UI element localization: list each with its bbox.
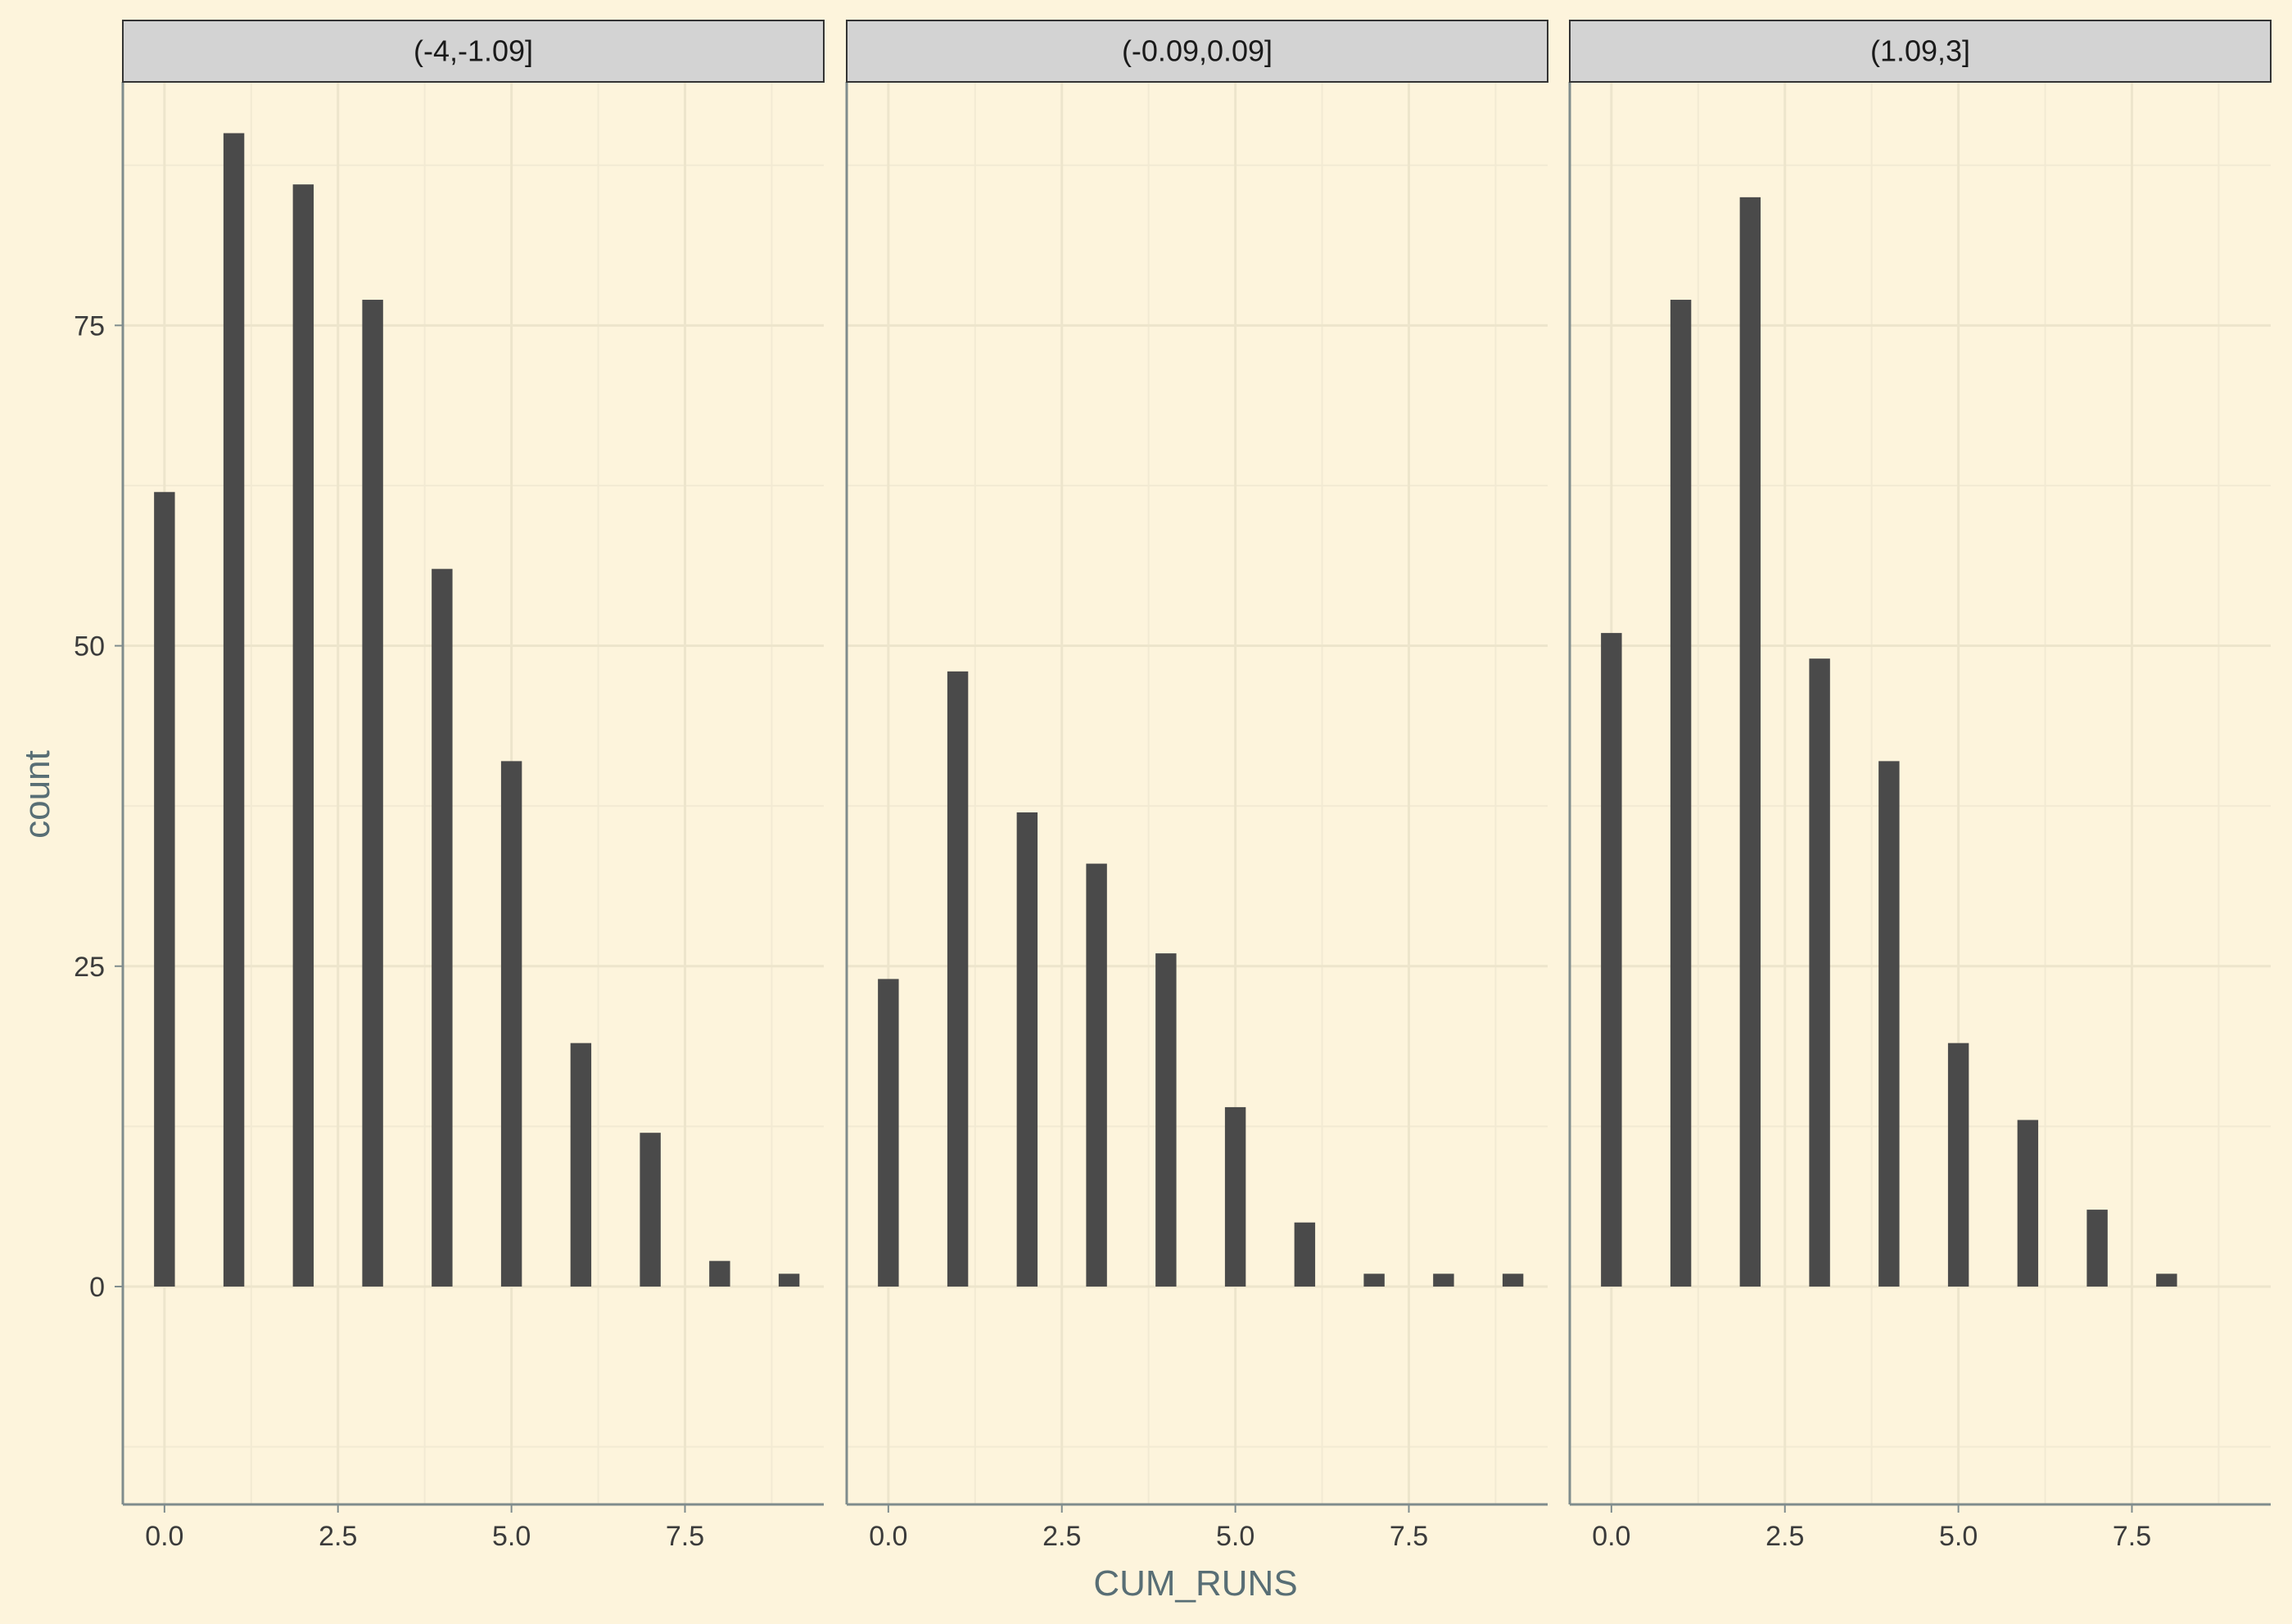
bar [2156,1273,2177,1287]
facet-strip [846,20,1548,83]
y-tick-label: 75 [74,310,105,342]
facet-strip [122,20,825,83]
bar [878,979,899,1287]
bar [1155,953,1177,1287]
facet-panel: (-0.09,0.09] 0.0 2.5 5.0 7.5 [845,20,1548,1552]
facet-panel: (1.09,3] 0.0 2.5 5.0 7.5 [1568,20,2272,1552]
bar [1739,197,1761,1287]
y-axis: 0 25 50 75 [74,310,123,1303]
facet-panels: (-4,-1.09] 0.0 2.5 5.0 7.5 (-0.09,0.09] 0.0 2.5… [121,20,2272,1552]
x-tick-label: 5.0 [1216,1521,1254,1552]
bar [1294,1222,1316,1287]
bar [2017,1120,2039,1287]
bar [432,568,453,1287]
bar [1878,761,1900,1287]
x-tick-label: 7.5 [1390,1521,1428,1552]
x-tick-label: 2.5 [1765,1521,1804,1552]
bar [1224,1106,1246,1287]
bar [1016,812,1038,1287]
x-tick-label: 2.5 [1042,1521,1081,1552]
x-tick-label: 5.0 [1939,1521,1978,1552]
x-tick-label: 5.0 [492,1521,531,1552]
x-axis-title: CUM_RUNS [1093,1563,1297,1604]
bar [1809,658,1830,1287]
facet-panel: (-4,-1.09] 0.0 2.5 5.0 7.5 [121,20,825,1552]
x-tick-label: 0.0 [145,1521,183,1552]
bar [947,671,969,1287]
x-tick-label: 7.5 [666,1521,704,1552]
bar [154,491,175,1287]
bar [1086,863,1107,1287]
y-axis-title: count [17,750,57,839]
y-tick-label: 25 [74,952,105,983]
x-tick-label: 0.0 [869,1521,907,1552]
facet-strip-label: (-4,-1.09] [414,34,533,68]
facet-strip-label: (1.09,3] [1870,34,1970,68]
bar [1433,1273,1454,1287]
bar [778,1273,800,1287]
bar [709,1260,730,1287]
bar [2086,1210,2108,1287]
bar [1947,1043,1969,1287]
x-tick-label: 0.0 [1592,1521,1630,1552]
bar [223,133,245,1287]
y-tick-label: 0 [89,1272,105,1303]
bar [1363,1273,1385,1287]
bar [1670,300,1692,1287]
facet-strip-label: (-0.09,0.09] [1122,34,1273,68]
bar [362,300,383,1287]
bar [1502,1273,1524,1287]
y-tick-label: 50 [74,631,105,663]
x-tick-label: 2.5 [319,1521,357,1552]
bar [640,1133,661,1287]
bar [1601,632,1622,1287]
bar [292,184,314,1287]
facet-strip [1569,20,2272,83]
x-tick-label: 7.5 [2113,1521,2151,1552]
bar [570,1043,592,1287]
bar [500,761,522,1287]
